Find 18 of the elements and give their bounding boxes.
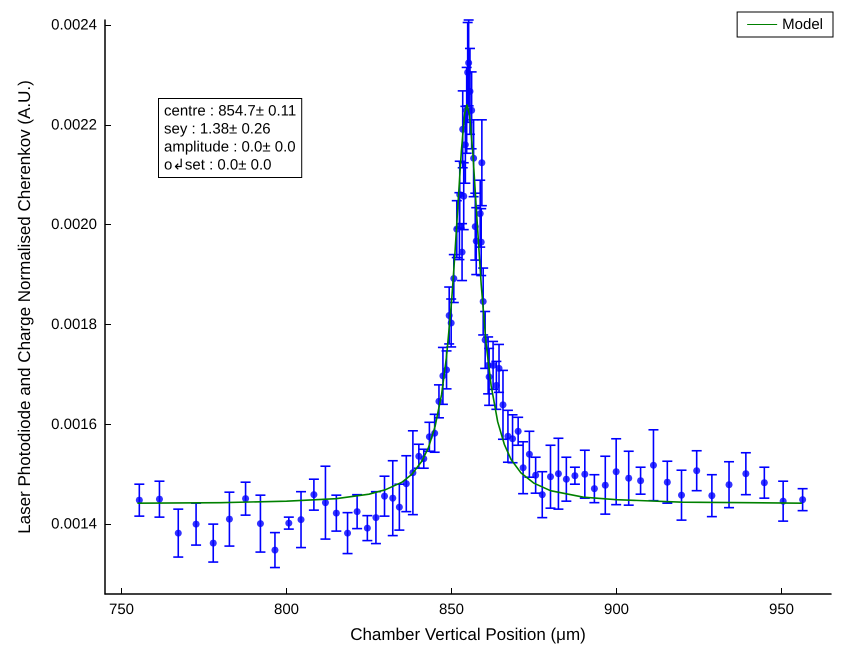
x-tick-label: 800 bbox=[274, 601, 300, 618]
x-tick-label: 850 bbox=[438, 601, 464, 618]
x-axis-title: Chamber Vertical Position (μm) bbox=[350, 625, 586, 644]
y-tick-label: 0.0014 bbox=[51, 516, 97, 533]
y-tick-label: 0.0020 bbox=[51, 216, 97, 234]
x-tick-label: 750 bbox=[108, 601, 134, 618]
legend-label: Model bbox=[782, 16, 824, 33]
y-tick-label: 0.0022 bbox=[51, 116, 97, 134]
y-axis-title: Laser Photodiode and Charge Normalised Cherenkov (A.U.) bbox=[15, 80, 34, 534]
annotation: centre : 854.7± 0.11 bbox=[164, 102, 296, 120]
y-tick-label: 0.0024 bbox=[51, 16, 97, 34]
annotation: sey : 1.38± 0.26 bbox=[164, 120, 271, 138]
y-tick-label: 0.0016 bbox=[51, 416, 97, 433]
x-tick-label: 950 bbox=[768, 601, 794, 618]
annotation: amplitude : 0.0± 0.0 bbox=[164, 138, 296, 156]
annotation: o↲set : 0.0± 0.0 bbox=[164, 156, 272, 174]
x-tick-label: 900 bbox=[604, 601, 630, 618]
y-tick-label: 0.0018 bbox=[51, 316, 97, 333]
